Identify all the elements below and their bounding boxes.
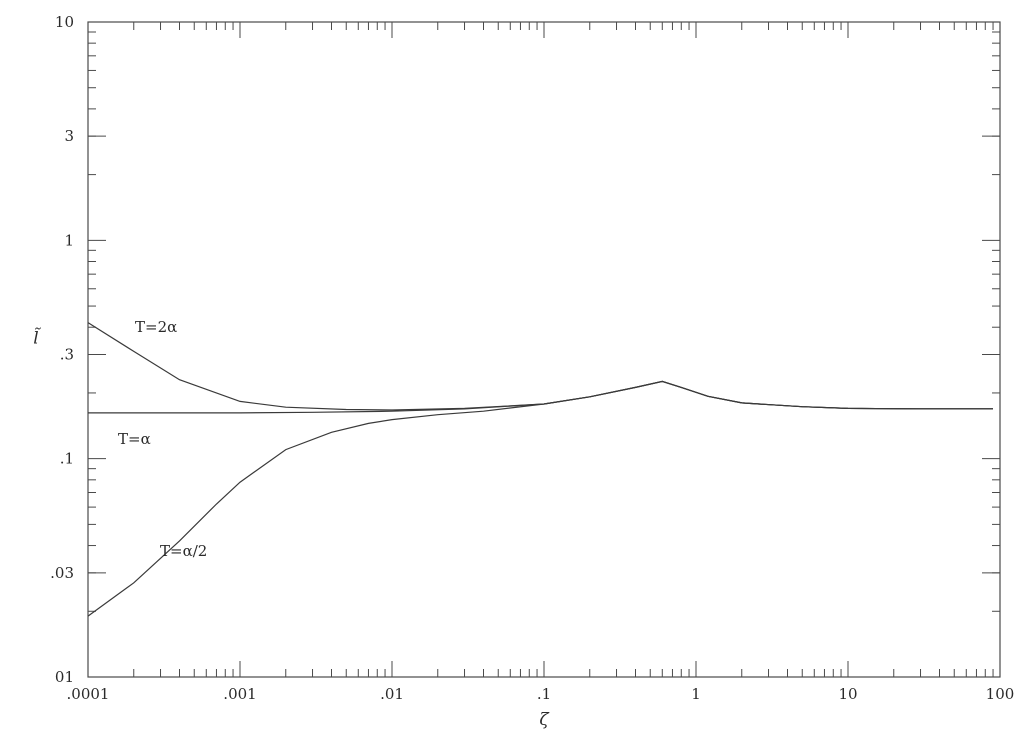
- x-tick-label: 1: [691, 685, 701, 703]
- x-axis-label: ζ: [539, 710, 550, 730]
- series-label-1: T=α: [118, 430, 151, 448]
- x-tick-label: 10: [838, 685, 857, 703]
- series-line-2: [87, 380, 993, 617]
- x-tick-label: .1: [537, 685, 551, 703]
- series-label-0: T=2α: [135, 318, 177, 336]
- x-tick-label: 100: [986, 685, 1015, 703]
- y-axis-label: l̃: [33, 328, 42, 349]
- series-label-2: T=α/2: [160, 542, 207, 560]
- series-line-0: [87, 322, 993, 411]
- plot-frame: [87, 21, 1001, 678]
- y-tick-label: .1: [60, 450, 74, 468]
- x-tick-label: .0001: [67, 685, 110, 703]
- x-tick-label: .001: [223, 685, 256, 703]
- y-tick-label: 3: [64, 127, 74, 145]
- tick-labels: .0001 .001 .01 .1 1 10 100 01 .03 .1 .3 1 3 10: [50, 13, 1014, 703]
- y-tick-label: 01: [55, 668, 74, 686]
- minor-ticks: [88, 22, 1000, 677]
- y-tick-label: 10: [55, 13, 74, 31]
- y-tick-label: .3: [60, 345, 74, 363]
- major-ticks: [87, 21, 1001, 678]
- x-tick-label: .01: [380, 685, 404, 703]
- y-tick-label: 1: [64, 231, 74, 249]
- curves: [87, 322, 993, 617]
- curve-labels: T=2α T=α T=α/2: [118, 318, 207, 560]
- y-tick-label: .03: [50, 564, 74, 582]
